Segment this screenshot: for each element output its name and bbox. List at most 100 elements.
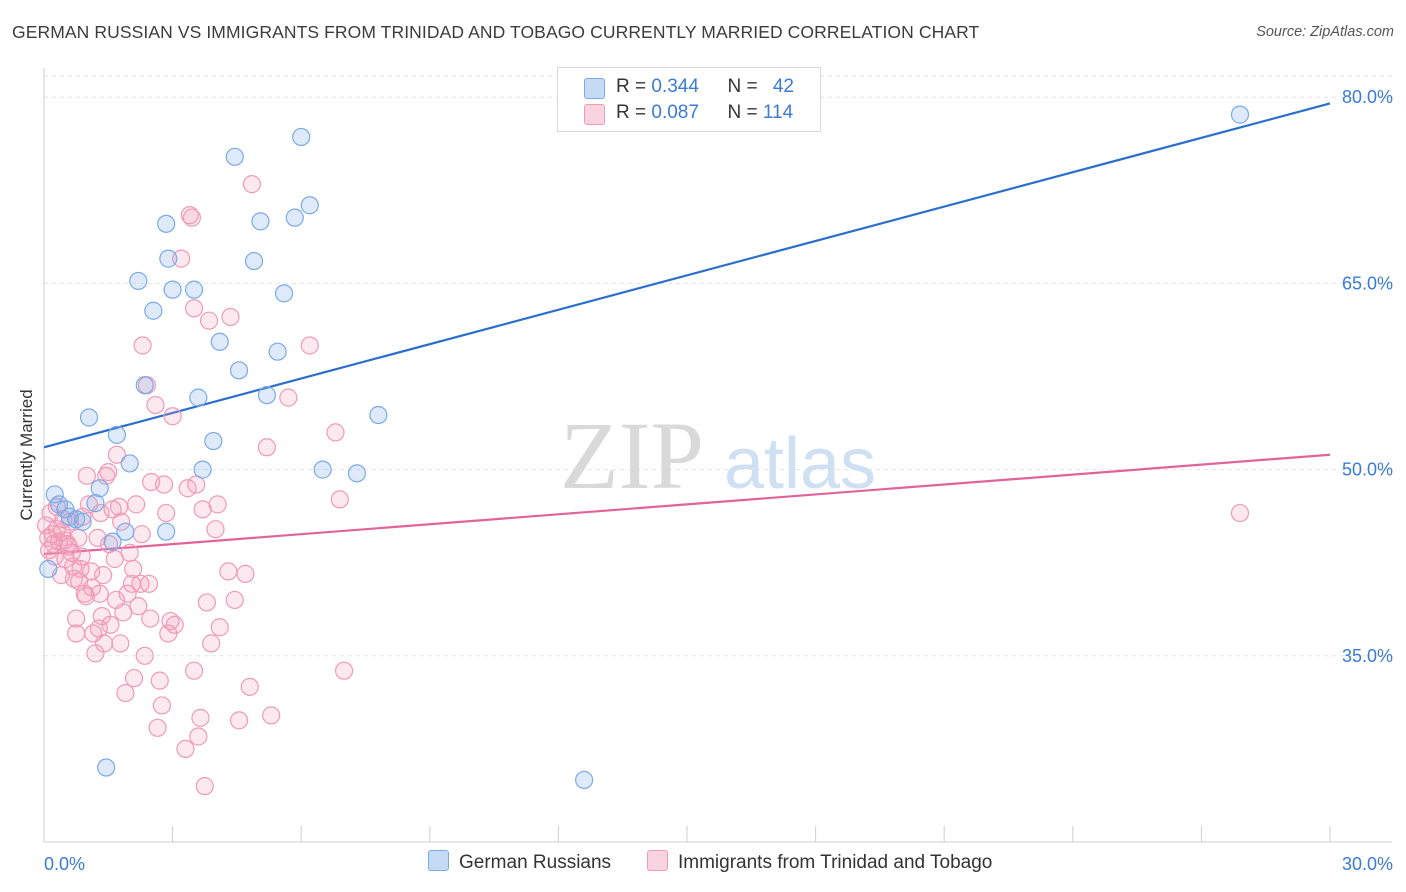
german-russians-point	[157, 522, 176, 541]
data-points	[37, 105, 1250, 796]
trinidad-point	[172, 249, 191, 268]
german-russians-point	[73, 512, 92, 531]
german-russians-point	[268, 342, 287, 361]
trinidad-point	[1230, 503, 1250, 523]
trinidad-point	[44, 534, 63, 554]
trinidad-point	[206, 520, 225, 539]
trinidad-point	[100, 534, 119, 554]
trinidad-point	[141, 609, 160, 628]
german-russians-point	[45, 485, 64, 504]
trinidad-point	[165, 615, 184, 634]
trinidad-point	[99, 463, 118, 482]
german-russians-point	[251, 212, 270, 231]
trinidad-point	[109, 497, 129, 516]
trinidad-point	[133, 336, 152, 355]
german-russians-point	[244, 251, 264, 271]
german-russians-point	[193, 460, 212, 479]
legend: R = 0.344 N = 42 R = 0.087 N = 114	[557, 67, 821, 132]
trinidad-point	[157, 503, 176, 523]
trinidad-point	[199, 311, 219, 330]
trinidad-point	[326, 423, 345, 442]
trinidad-point	[189, 727, 208, 746]
watermark: ZIP atlas	[560, 402, 876, 509]
legend-n-value: 42	[772, 76, 794, 97]
bottom-legend-swatch-german-russians	[428, 850, 449, 871]
german-russians-point	[97, 758, 116, 777]
legend-swatch-trinidad	[584, 104, 605, 125]
trinidad-point	[146, 395, 165, 415]
trinidad-point	[118, 584, 137, 603]
chart-title: GERMAN RUSSIAN VS IMMIGRANTS FROM TRINID…	[12, 22, 980, 42]
x-tick-label: 0.0%	[44, 854, 85, 874]
german-russians-point	[300, 196, 319, 215]
trinidad-point	[225, 590, 244, 610]
trinidad-point	[330, 490, 349, 509]
german-russians-point	[107, 425, 126, 444]
bottom-legend-trinidad: Immigrants from Trinidad and Tobago	[647, 850, 992, 878]
german-russians-point	[129, 271, 148, 291]
trinidad-point	[127, 495, 146, 514]
trinidad-point	[210, 618, 229, 637]
german-russians-point	[163, 280, 182, 299]
trinidad-point	[257, 438, 277, 457]
trinidad-point	[195, 777, 214, 796]
german-russians-point	[369, 405, 388, 425]
german-russians-point	[184, 280, 204, 299]
trinidad-point	[139, 574, 159, 593]
german-russians-point	[135, 376, 154, 395]
x-tick-label: 30.0%	[1342, 854, 1393, 874]
y-tick-label: 35.0%	[1342, 646, 1393, 666]
german-russians-point	[210, 332, 229, 351]
legend-r-value: 0.087	[651, 102, 699, 123]
trinidad-point	[300, 336, 319, 355]
trinidad-point	[132, 525, 151, 544]
y-axis-title: Currently Married	[17, 389, 36, 521]
trinidad-point	[236, 564, 255, 583]
trinidad-point	[184, 299, 204, 318]
german-russians-point	[575, 770, 594, 790]
bottom-legend-swatch-trinidad	[647, 850, 668, 871]
trinidad-point	[124, 669, 144, 688]
german-russians-point	[39, 559, 58, 579]
trinidad-point	[334, 661, 354, 680]
legend-r-value: 0.344	[651, 76, 699, 97]
trinidad-point	[55, 531, 74, 550]
trinidad-point	[107, 445, 126, 464]
trinidad-point	[219, 562, 238, 581]
trinidad-point	[77, 466, 96, 485]
german-russians-point	[79, 408, 99, 427]
trinidad-point	[67, 624, 86, 643]
trinidad-point	[72, 547, 91, 566]
source-label: Source: ZipAtlas.com	[1256, 24, 1394, 40]
german-russians-trend-line	[43, 102, 1331, 449]
trinidad-point	[129, 597, 148, 616]
german-russians-point	[225, 147, 244, 166]
trinidad-point	[106, 590, 126, 610]
german-russians-point	[189, 388, 208, 407]
bottom-legend-label: Immigrants from Trinidad and Tobago	[678, 852, 993, 873]
german-russians-point	[274, 284, 294, 303]
german-russians-point	[257, 386, 277, 405]
trinidad-point	[67, 609, 86, 628]
trinidad-point	[154, 475, 174, 494]
trinidad-trend-line	[43, 453, 1331, 556]
axes	[43, 68, 1392, 843]
trinidad-point	[197, 593, 216, 612]
y-tick-label: 80.0%	[1342, 87, 1393, 107]
watermark-zip: ZIP	[560, 402, 704, 509]
german-russians-point	[229, 361, 249, 380]
trinidad-point	[184, 661, 204, 680]
trinidad-point	[94, 566, 113, 585]
german-russians-point	[285, 208, 304, 227]
trend-lines	[43, 102, 1331, 556]
trinidad-point	[82, 578, 102, 597]
german-russians-point	[86, 494, 105, 513]
german-russians-point	[144, 301, 163, 320]
trinidad-point	[221, 307, 240, 327]
trinidad-point	[116, 683, 135, 703]
german-russians-point	[103, 532, 122, 551]
german-russians-point	[313, 460, 332, 479]
trinidad-point	[101, 615, 120, 634]
trinidad-point	[262, 706, 281, 725]
german-russians-point	[159, 249, 178, 268]
